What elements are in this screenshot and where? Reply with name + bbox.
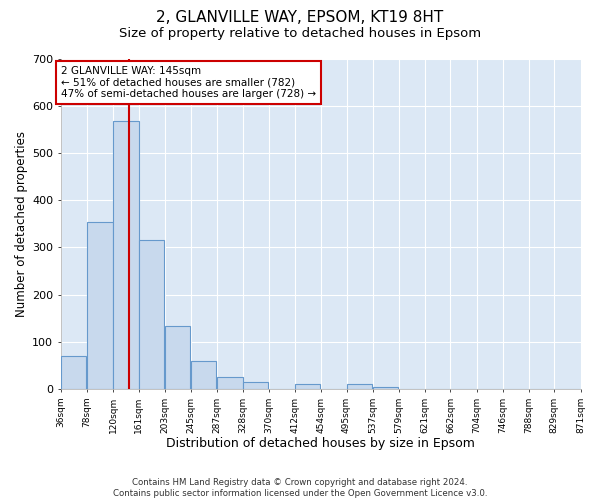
Text: Contains HM Land Registry data © Crown copyright and database right 2024.
Contai: Contains HM Land Registry data © Crown c…: [113, 478, 487, 498]
Bar: [347, 384, 372, 389]
Text: Size of property relative to detached houses in Epsom: Size of property relative to detached ho…: [119, 28, 481, 40]
X-axis label: Distribution of detached houses by size in Epsom: Distribution of detached houses by size …: [166, 437, 475, 450]
Bar: [61, 356, 86, 389]
Bar: [87, 222, 113, 389]
Bar: [217, 377, 242, 389]
Bar: [242, 382, 268, 389]
Bar: [113, 121, 139, 389]
Bar: [165, 326, 190, 389]
Y-axis label: Number of detached properties: Number of detached properties: [15, 131, 28, 317]
Text: 2, GLANVILLE WAY, EPSOM, KT19 8HT: 2, GLANVILLE WAY, EPSOM, KT19 8HT: [157, 10, 443, 25]
Bar: [295, 384, 320, 389]
Bar: [139, 240, 164, 389]
Bar: [373, 388, 398, 389]
Bar: [191, 362, 217, 389]
Text: 2 GLANVILLE WAY: 145sqm
← 51% of detached houses are smaller (782)
47% of semi-d: 2 GLANVILLE WAY: 145sqm ← 51% of detache…: [61, 66, 316, 100]
